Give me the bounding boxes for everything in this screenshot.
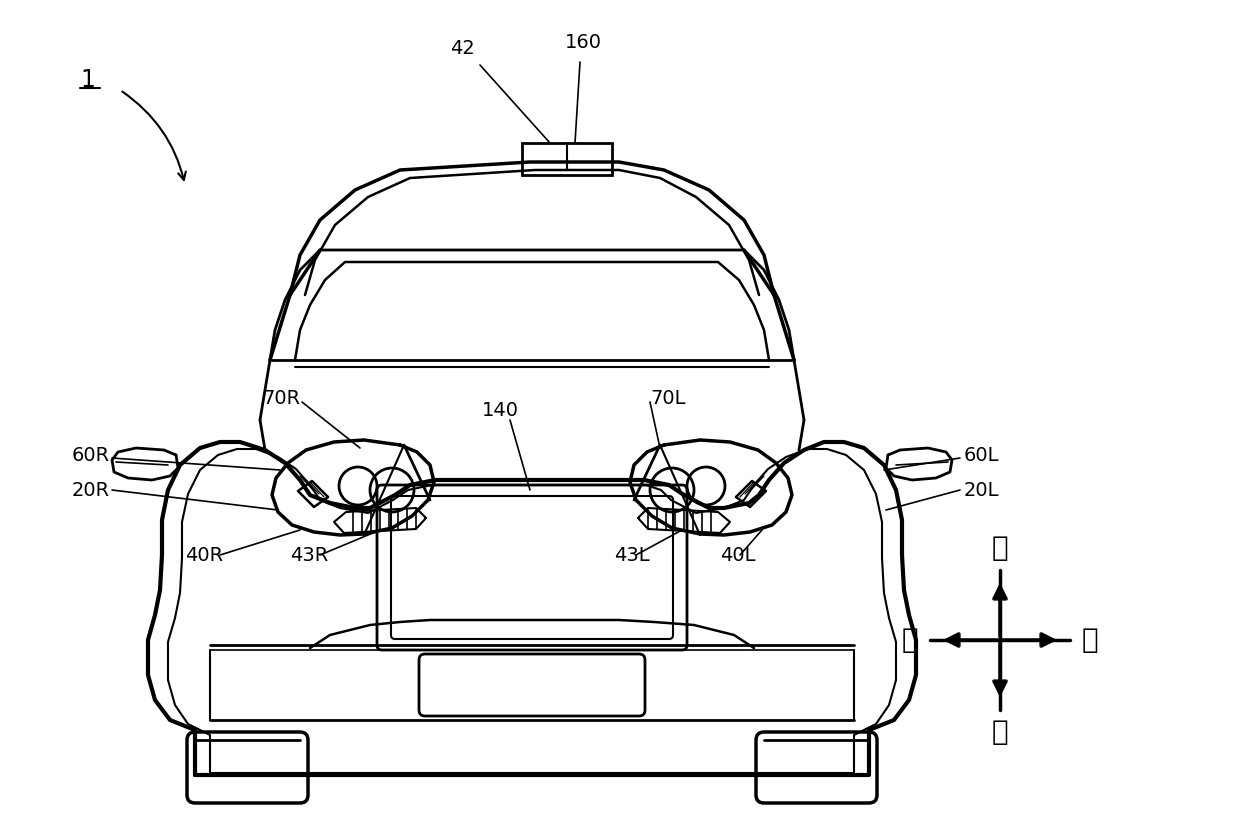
Text: 右: 右 [902, 626, 918, 654]
Text: 160: 160 [565, 33, 602, 52]
Text: 70L: 70L [650, 389, 685, 407]
Text: 下: 下 [991, 718, 1009, 746]
Text: 60R: 60R [72, 446, 110, 464]
Text: 43R: 43R [290, 546, 328, 565]
FancyBboxPatch shape [756, 732, 877, 803]
FancyBboxPatch shape [187, 732, 309, 803]
Text: 20R: 20R [72, 480, 110, 499]
Text: 43L: 43L [615, 546, 649, 565]
Text: 42: 42 [450, 39, 475, 58]
Text: 20L: 20L [964, 480, 1000, 499]
Text: 40L: 40L [720, 546, 756, 565]
Text: 左: 左 [1082, 626, 1099, 654]
Text: 上: 上 [991, 534, 1009, 562]
Text: 1: 1 [81, 68, 95, 92]
Text: 140: 140 [482, 401, 518, 420]
FancyBboxPatch shape [419, 654, 646, 716]
Text: 60L: 60L [964, 446, 1000, 464]
FancyBboxPatch shape [377, 485, 686, 650]
Text: 40R: 40R [185, 546, 223, 565]
FancyBboxPatch shape [392, 496, 673, 639]
Bar [522, 143, 612, 175]
Text: 70R: 70R [261, 389, 300, 407]
